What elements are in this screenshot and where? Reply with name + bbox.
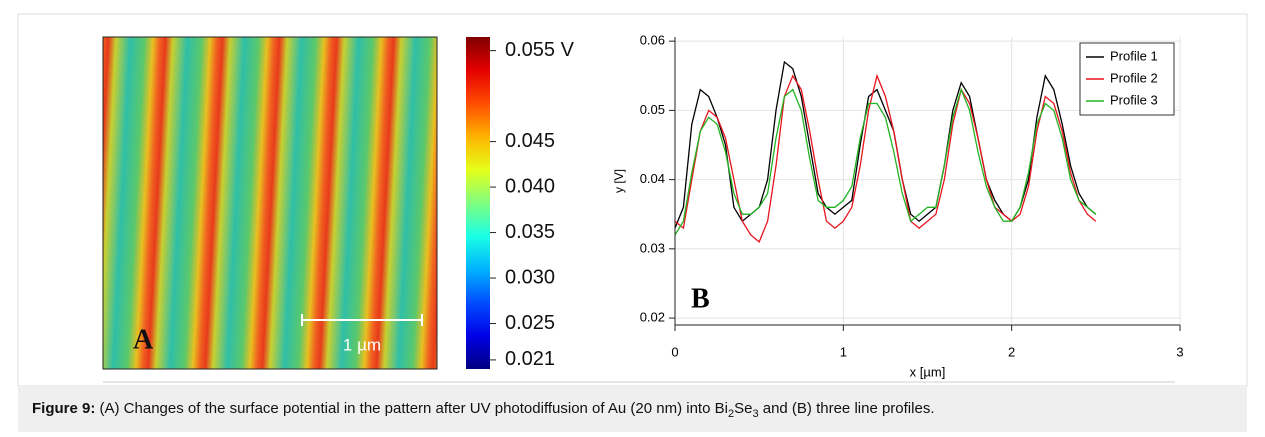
caption-subscript: 3 — [752, 408, 759, 420]
legend-label: Profile 3 — [1110, 92, 1158, 107]
y-tick-label: 0.06 — [640, 33, 665, 48]
y-tick-label: 0.05 — [640, 102, 665, 117]
line-plot: 0 1 2 3 0.02 0.03 0.04 0.05 0.06 x [µm] y [V] B Prof… — [612, 33, 1183, 380]
potential-map — [102, 36, 438, 370]
colorbar-tick-label: 0.055 V — [505, 39, 575, 61]
x-tick-label: 3 — [1176, 344, 1183, 359]
profile-line — [674, 60, 1097, 229]
y-axis-label: y [V] — [612, 169, 626, 193]
profile-line — [674, 87, 1097, 236]
x-tick-label: 0 — [671, 344, 678, 359]
colorbar-axis: 0.055 V 0.045 0.040 0.035 0.030 0.025 0.021 — [490, 39, 575, 370]
caption-text: and (B) three line profiles. — [758, 400, 935, 417]
scale-bar-label: 1 µm — [343, 335, 381, 354]
legend-label: Profile 1 — [1110, 48, 1158, 63]
y-tick-label: 0.04 — [640, 171, 665, 186]
panel-label: A — [133, 324, 154, 355]
profile-line — [674, 73, 1097, 243]
colorbar-tick-label: 0.025 — [505, 312, 555, 334]
colorbar-tick-label: 0.035 — [505, 221, 555, 243]
panel-label: B — [691, 283, 710, 314]
caption-label: Figure 9: — [32, 400, 96, 417]
caption-text: Se — [734, 400, 753, 417]
caption-subscript: 2 — [727, 408, 735, 420]
y-tick-label: 0.02 — [640, 310, 665, 325]
caption: Figure 9: (A) Changes of the surface pot… — [18, 386, 1247, 432]
colorbar-tick-label: 0.045 — [505, 130, 555, 152]
x-tick-label: 2 — [1008, 344, 1015, 359]
x-tick-label: 1 — [840, 344, 847, 359]
caption-text: (A) Changes of the surface potential in … — [99, 400, 728, 417]
colorbar-tick-label: 0.040 — [505, 175, 555, 197]
legend-label: Profile 2 — [1110, 70, 1158, 85]
colorbar-tick-label: 0.030 — [505, 266, 555, 288]
x-axis-label: x [µm] — [910, 364, 946, 379]
y-tick-label: 0.03 — [640, 240, 665, 255]
colorbar — [466, 37, 490, 369]
colorbar-tick-label: 0.021 — [505, 348, 555, 370]
